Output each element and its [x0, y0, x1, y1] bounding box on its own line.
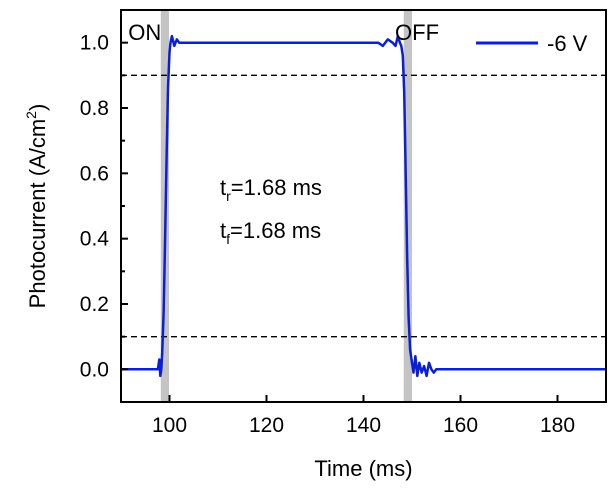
reference-lines	[121, 74, 606, 338]
y-axis-label-superscript: 2	[23, 111, 39, 119]
x-axis-label: Time (ms)	[314, 456, 412, 481]
y-tick-label: 1.0	[80, 32, 109, 55]
y-axis-label: Photocurrent (A/cm2)	[23, 104, 50, 309]
on-region-label: ON	[128, 20, 161, 45]
legend-label: -6 V	[547, 31, 588, 56]
off-region-label: OFF	[395, 20, 439, 45]
fall-time-subscript: f	[226, 231, 230, 247]
rise-time-annotation: tr=1.68 ms	[220, 175, 322, 204]
y-tick-label: 0.0	[80, 358, 109, 381]
x-tick-label: 180	[540, 414, 575, 437]
fall-time-annotation: tf=1.68 ms	[220, 218, 321, 247]
legend: -6 V	[476, 31, 588, 56]
x-tick-label: 160	[443, 414, 478, 437]
fall-time-prefix: t	[220, 218, 226, 243]
y-tick-label: 0.6	[80, 162, 109, 185]
axis-ticks: 100 120 140 160 180 0.0 0.2 0.4 0.6 0.8 1.0	[80, 9, 575, 437]
y-axis-label-main: Photocurrent (A/cm	[25, 119, 50, 309]
plot-frame	[120, 9, 607, 403]
series-layer	[121, 34, 606, 378]
y-tick-label: 0.8	[80, 97, 109, 120]
y-tick-label: 0.4	[80, 228, 110, 251]
x-tick-label: 100	[152, 414, 187, 437]
fall-time-value: =1.68 ms	[230, 218, 321, 243]
rise-time-prefix: t	[220, 175, 226, 200]
x-tick-label: 140	[346, 414, 381, 437]
rise-time-subscript: r	[226, 188, 231, 204]
shaded-region-1	[403, 10, 412, 402]
series-line-0	[121, 34, 606, 378]
rise-time-value: =1.68 ms	[231, 175, 322, 200]
shaded-regions	[160, 10, 412, 402]
y-axis-label-close: )	[25, 104, 50, 111]
y-tick-label: 0.2	[80, 293, 109, 316]
x-tick-label: 120	[249, 414, 284, 437]
